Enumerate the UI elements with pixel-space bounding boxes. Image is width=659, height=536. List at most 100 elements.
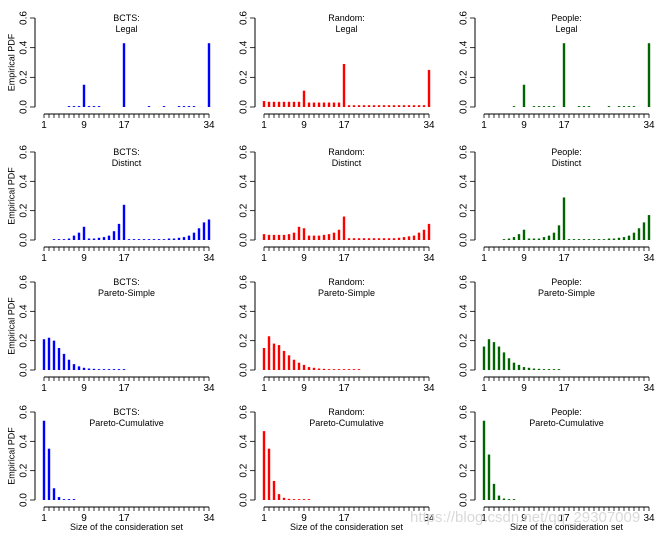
panel-title-measure-r1-random: Legal	[335, 24, 357, 34]
x-tick-label-r3-random: 34	[423, 383, 435, 394]
panel-title-measure-r4-people: Pareto-Cumulative	[529, 418, 604, 428]
x-tick-label-r4-bcts: 34	[203, 513, 215, 524]
x-tick-label-r4-people: 1	[481, 513, 487, 524]
panel-title-measure-r3-people: Pareto-Simple	[538, 288, 595, 298]
y-tick-label-r2-random: 0.0	[239, 233, 250, 247]
panel-title-method-r1-random: Random:	[328, 13, 365, 23]
y-tick-label-r1-people: 0.2	[459, 70, 470, 84]
y-tick-label-r2-random: 0.6	[239, 145, 250, 159]
panel-title-measure-r1-bcts: Legal	[115, 24, 137, 34]
y-tick-label-r4-bcts: 0.4	[19, 434, 30, 448]
x-tick-label-r1-random: 9	[301, 120, 307, 131]
x-tick-label-r3-people: 34	[643, 383, 655, 394]
x-tick-label-r3-bcts: 34	[203, 383, 215, 394]
y-tick-label-r4-random: 0.4	[239, 434, 250, 448]
y-tick-label-r2-bcts: 0.4	[19, 174, 30, 188]
y-tick-label-r3-bcts: 0.0	[19, 363, 30, 377]
y-tick-label-r3-random: 0.6	[239, 275, 250, 289]
y-tick-label-r1-bcts: 0.4	[19, 40, 30, 54]
y-tick-label-r2-people: 0.0	[459, 233, 470, 247]
x-tick-label-r2-random: 17	[338, 253, 350, 264]
panel-title-method-r3-random: Random:	[328, 277, 365, 287]
x-tick-label-r1-bcts: 9	[81, 120, 87, 131]
x-tick-label-r3-bcts: 17	[118, 383, 130, 394]
panel-title-measure-r3-bcts: Pareto-Simple	[98, 288, 155, 298]
y-tick-label-r3-people: 0.6	[459, 275, 470, 289]
y-tick-label-r4-people: 0.0	[459, 493, 470, 507]
y-tick-label-r1-bcts: 0.0	[19, 100, 30, 114]
panel-title-method-r2-random: Random:	[328, 147, 365, 157]
y-tick-label-r4-people: 0.2	[459, 463, 470, 477]
panel-title-method-r2-bcts: BCTS:	[113, 147, 140, 157]
y-axis-title-row3: Empirical PDF	[6, 297, 16, 355]
x-tick-label-r4-bcts: 9	[81, 513, 87, 524]
x-tick-label-r4-bcts: 17	[118, 513, 130, 524]
x-tick-label-r2-random: 1	[261, 253, 267, 264]
panel-title-method-r3-people: People:	[551, 277, 582, 287]
x-tick-label-r4-bcts: 1	[41, 513, 47, 524]
y-tick-label-r1-random: 0.0	[239, 100, 250, 114]
y-tick-label-r1-bcts: 0.6	[19, 11, 30, 25]
y-tick-label-r4-bcts: 0.0	[19, 493, 30, 507]
y-tick-label-r1-random: 0.6	[239, 11, 250, 25]
panel-title-method-r4-people: People:	[551, 407, 582, 417]
y-tick-label-r3-people: 0.4	[459, 304, 470, 318]
x-tick-label-r3-people: 1	[481, 383, 487, 394]
y-tick-label-r4-random: 0.6	[239, 405, 250, 419]
x-axis-title-people: Size of the consideration set	[510, 522, 624, 532]
x-tick-label-r3-bcts: 9	[81, 383, 87, 394]
y-tick-label-r4-random: 0.2	[239, 463, 250, 477]
x-tick-label-r2-people: 34	[643, 253, 655, 264]
x-tick-label-r2-random: 9	[301, 253, 307, 264]
y-tick-label-r1-bcts: 0.2	[19, 70, 30, 84]
y-tick-label-r3-people: 0.2	[459, 333, 470, 347]
y-tick-label-r3-people: 0.0	[459, 363, 470, 377]
x-tick-label-r1-people: 34	[643, 120, 655, 131]
y-tick-label-r1-random: 0.2	[239, 70, 250, 84]
y-tick-label-r1-people: 0.4	[459, 40, 470, 54]
y-tick-label-r2-bcts: 0.0	[19, 233, 30, 247]
x-tick-label-r4-people: 34	[643, 513, 655, 524]
y-tick-label-r2-random: 0.4	[239, 174, 250, 188]
x-tick-label-r1-people: 9	[521, 120, 527, 131]
x-axis-title-random: Size of the consideration set	[290, 522, 404, 532]
y-tick-label-r2-bcts: 0.6	[19, 145, 30, 159]
y-tick-label-r4-bcts: 0.6	[19, 405, 30, 419]
x-tick-label-r4-people: 17	[558, 513, 570, 524]
y-tick-label-r4-random: 0.0	[239, 493, 250, 507]
y-axis-title-row4: Empirical PDF	[6, 427, 16, 485]
x-tick-label-r4-random: 9	[301, 513, 307, 524]
x-tick-label-r2-bcts: 1	[41, 253, 47, 264]
y-tick-label-r4-people: 0.6	[459, 405, 470, 419]
y-tick-label-r4-bcts: 0.2	[19, 463, 30, 477]
x-tick-label-r4-people: 9	[521, 513, 527, 524]
y-tick-label-r4-people: 0.4	[459, 434, 470, 448]
y-tick-label-r1-people: 0.6	[459, 11, 470, 25]
panel-title-measure-r4-bcts: Pareto-Cumulative	[89, 418, 164, 428]
x-tick-label-r1-random: 34	[423, 120, 435, 131]
x-tick-label-r3-random: 1	[261, 383, 267, 394]
x-tick-label-r2-random: 34	[423, 253, 435, 264]
x-tick-label-r1-bcts: 1	[41, 120, 47, 131]
panel-title-measure-r4-random: Pareto-Cumulative	[309, 418, 384, 428]
panel-title-measure-r3-random: Pareto-Simple	[318, 288, 375, 298]
panel-title-measure-r1-people: Legal	[555, 24, 577, 34]
x-tick-label-r3-random: 17	[338, 383, 350, 394]
y-axis-title-row2: Empirical PDF	[6, 167, 16, 225]
y-tick-label-r3-random: 0.4	[239, 304, 250, 318]
x-tick-label-r2-bcts: 17	[118, 253, 130, 264]
x-tick-label-r2-bcts: 34	[203, 253, 215, 264]
panel-title-method-r3-bcts: BCTS:	[113, 277, 140, 287]
x-tick-label-r1-random: 17	[338, 120, 350, 131]
panel-title-method-r4-bcts: BCTS:	[113, 407, 140, 417]
y-tick-label-r2-people: 0.6	[459, 145, 470, 159]
y-tick-label-r3-bcts: 0.2	[19, 333, 30, 347]
panel-title-method-r1-people: People:	[551, 13, 582, 23]
panel-title-measure-r2-bcts: Distinct	[112, 158, 142, 168]
y-tick-label-r1-people: 0.0	[459, 100, 470, 114]
y-axis-title-row1: Empirical PDF	[6, 33, 16, 91]
y-tick-label-r2-people: 0.4	[459, 174, 470, 188]
x-tick-label-r1-bcts: 34	[203, 120, 215, 131]
y-tick-label-r2-people: 0.2	[459, 203, 470, 217]
x-tick-label-r4-random: 17	[338, 513, 350, 524]
